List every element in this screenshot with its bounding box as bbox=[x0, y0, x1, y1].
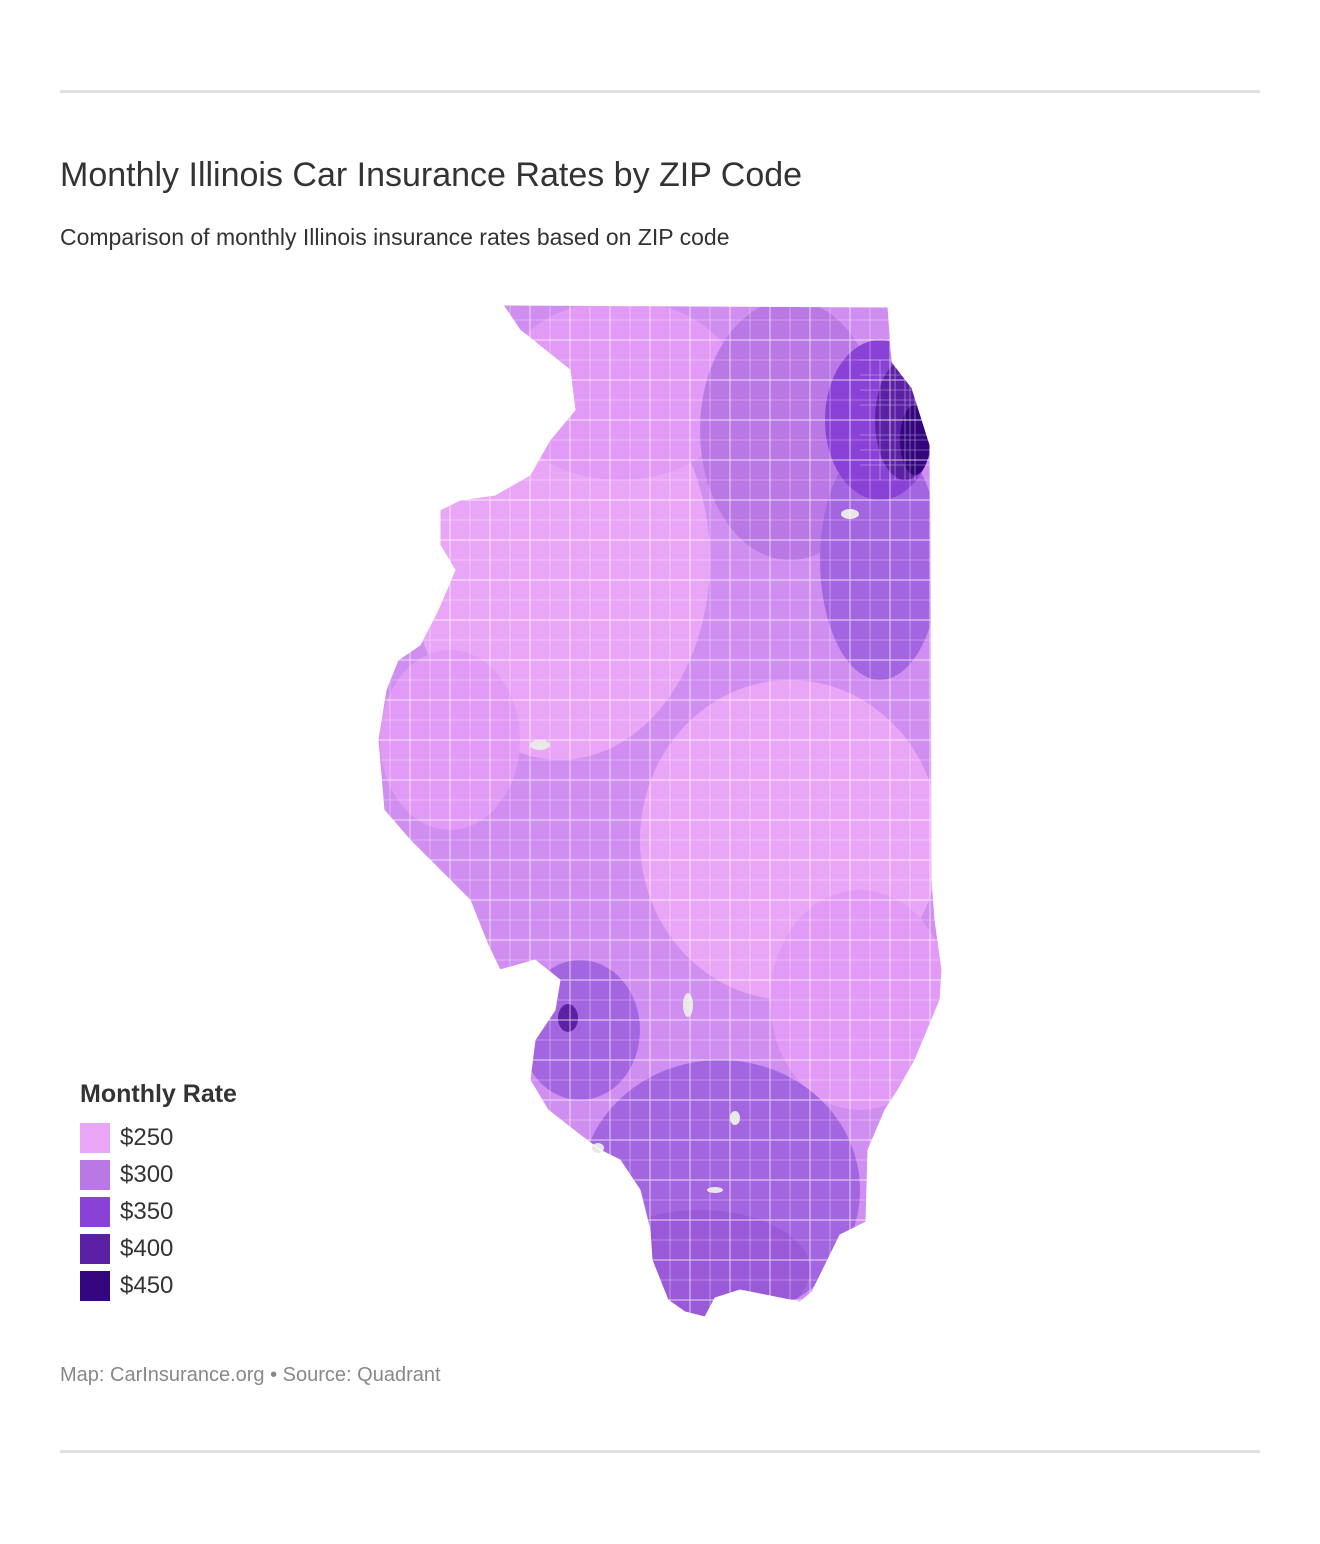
legend-label: $350 bbox=[120, 1197, 174, 1225]
legend-title: Monthly Rate bbox=[80, 1080, 237, 1108]
zip-boundaries bbox=[378, 305, 942, 1317]
no-data-areas bbox=[530, 509, 859, 1193]
legend-item: $400 bbox=[80, 1230, 237, 1267]
no-data-area bbox=[730, 1111, 740, 1125]
zip-area-metro-east bbox=[520, 960, 640, 1100]
bottom-divider bbox=[60, 1450, 1260, 1453]
no-data-area bbox=[707, 1187, 723, 1193]
legend-item: $250 bbox=[80, 1119, 237, 1156]
legend-label: $300 bbox=[120, 1160, 174, 1188]
zip-area-east-st-louis bbox=[558, 1004, 578, 1032]
top-divider bbox=[60, 90, 1260, 93]
legend-swatch bbox=[80, 1270, 110, 1301]
source-credit: Map: CarInsurance.org • Source: Quadrant bbox=[60, 1364, 441, 1386]
zip-boundaries-fine bbox=[378, 305, 942, 1317]
illinois-choropleth-map bbox=[377, 304, 943, 1318]
no-data-area bbox=[683, 993, 693, 1017]
legend-label: $400 bbox=[120, 1234, 174, 1262]
legend-swatch bbox=[80, 1196, 110, 1227]
no-data-area bbox=[530, 740, 550, 750]
zip-region-fills bbox=[378, 305, 942, 1317]
legend-item: $350 bbox=[80, 1193, 237, 1230]
legend-item: $300 bbox=[80, 1156, 237, 1193]
legend-swatch bbox=[80, 1233, 110, 1264]
page-subtitle: Comparison of monthly Illinois insurance… bbox=[60, 224, 730, 250]
legend: Monthly Rate $250 $300 $350 $400 $450 bbox=[80, 1080, 237, 1304]
legend-item: $450 bbox=[80, 1267, 237, 1304]
page-title: Monthly Illinois Car Insurance Rates by … bbox=[60, 156, 803, 194]
zip-area-northwest bbox=[500, 305, 740, 480]
legend-label: $250 bbox=[120, 1123, 174, 1151]
legend-swatch bbox=[80, 1159, 110, 1190]
legend-swatch bbox=[80, 1122, 110, 1153]
legend-label: $450 bbox=[120, 1271, 174, 1299]
